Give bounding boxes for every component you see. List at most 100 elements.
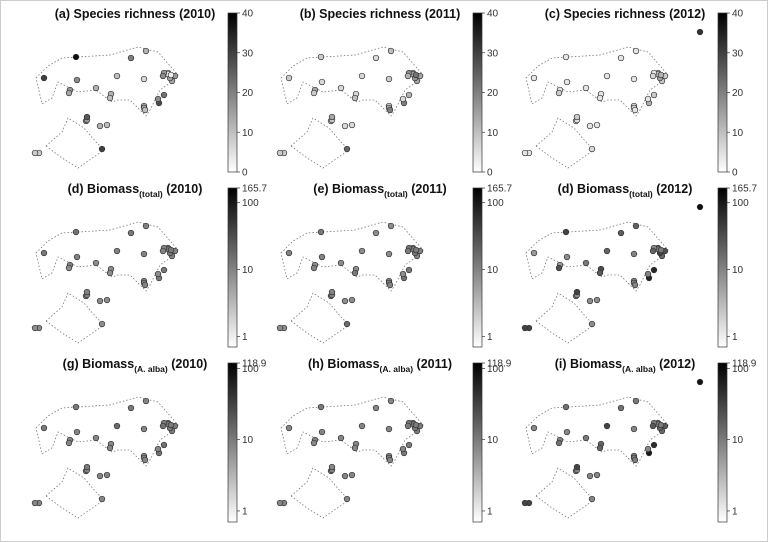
plot-point [399, 270, 407, 278]
colorbar-tick-label: 20 [242, 88, 254, 99]
plot-point [351, 269, 359, 277]
plot-point [159, 72, 167, 80]
plot-point [644, 445, 652, 453]
colorbar-tick-label: 20 [732, 88, 744, 99]
plot-point [167, 71, 175, 79]
plot-point [140, 250, 148, 258]
plot-point [127, 404, 135, 412]
panel-title-year: (2012) [653, 182, 693, 196]
plot-point [103, 121, 111, 129]
plot-point [167, 246, 175, 254]
plot-point [631, 106, 639, 114]
colorbar-tick-label: 100 [242, 198, 259, 209]
panel-title-year: (2010) [163, 182, 203, 196]
colorbar [717, 362, 728, 523]
colorbar [472, 187, 483, 348]
panel-title-subscript: (A. alba) [622, 364, 656, 374]
plot-point [617, 404, 625, 412]
colorbar [472, 12, 483, 173]
plot-point [310, 439, 318, 447]
plot-point [40, 249, 48, 257]
panel-title: (c) Species richness (2012) [545, 7, 706, 21]
site-outline-south [290, 117, 350, 169]
plot-point [96, 122, 104, 130]
plot-point [318, 428, 326, 436]
plot-point [596, 444, 604, 452]
site-outline-north [525, 46, 669, 117]
plot-point [630, 250, 638, 258]
plot-point [530, 424, 538, 432]
panel-title: (e) Biomass(total) (2011) [313, 182, 446, 199]
plot-point [555, 89, 563, 97]
colorbar-tick-label: 165.7 [732, 184, 757, 195]
colorbar-tick-label: 165.7 [487, 184, 512, 195]
plot-point [630, 425, 638, 433]
site-outline-south [535, 467, 595, 519]
plot-point [358, 247, 366, 255]
plot-point [40, 74, 48, 82]
plot-point [103, 296, 111, 304]
colorbar-tick-label: 1 [487, 332, 493, 343]
colorbar-tick-label: 100 [732, 198, 749, 209]
plot-point [141, 456, 149, 464]
panel-d: (d) Biomass(total) (2010) 1 10 100 165.7 [31, 182, 267, 348]
panel-title: (d) Biomass(total) (2012) [558, 182, 693, 199]
plot-point [412, 421, 420, 429]
plot-point [141, 106, 149, 114]
plot-point [40, 424, 48, 432]
plot-point [632, 222, 640, 230]
plot-point [83, 288, 91, 296]
plot-point [106, 269, 114, 277]
plot-point [562, 53, 570, 61]
plot-point [562, 228, 570, 236]
panel-title-subscript: (total) [139, 189, 163, 199]
colorbar-tick-label: 165.7 [242, 184, 267, 195]
plot-point [588, 495, 596, 503]
site-outline-south [535, 292, 595, 344]
plot-point [596, 94, 604, 102]
plot-point [555, 264, 563, 272]
plot-point [276, 499, 284, 507]
plot-point [351, 94, 359, 102]
plot-point [351, 444, 359, 452]
plot-point [386, 281, 394, 289]
panel-title-year: (2011) [413, 357, 452, 371]
plot-point [73, 428, 81, 436]
plot-point [657, 71, 665, 79]
plot-point [98, 145, 106, 153]
plot-point [341, 472, 349, 480]
plot-point [73, 253, 81, 261]
panel-title-subscript: (A. alba) [134, 364, 168, 374]
plot-point [603, 247, 611, 255]
plot-point [582, 84, 590, 92]
colorbar [717, 187, 728, 348]
plot-point [573, 113, 581, 121]
plot-point [650, 91, 658, 99]
plot-point [649, 422, 657, 430]
plot-point [617, 229, 625, 237]
plot-point [521, 324, 529, 332]
plot-point [563, 253, 571, 261]
plot-point [337, 259, 345, 267]
panel-title-main: (d) Biomass [68, 182, 140, 196]
plot-point [31, 324, 39, 332]
plot-point [113, 422, 121, 430]
panel-title: (i) Biomass(A. alba) (2012) [555, 357, 696, 374]
plot-point [632, 47, 640, 55]
panel-title-main: (h) Biomass [308, 357, 380, 371]
panel-title-year: (2012) [666, 7, 706, 21]
plot-point [285, 74, 293, 82]
plot-point [593, 121, 601, 129]
plot-point [310, 89, 318, 97]
colorbar-tick-label: 10 [487, 435, 499, 446]
colorbar [227, 12, 238, 173]
site-outline-north [35, 46, 179, 117]
plot-point [644, 95, 652, 103]
panel-title-main: (e) Biomass [313, 182, 384, 196]
colorbar-tick-label: 10 [487, 128, 499, 139]
site-outline-north [525, 221, 669, 292]
plot-point [328, 463, 336, 471]
plot-point [98, 320, 106, 328]
panel-title-main: (c) Species richness [545, 7, 666, 21]
plot-point [127, 54, 135, 62]
